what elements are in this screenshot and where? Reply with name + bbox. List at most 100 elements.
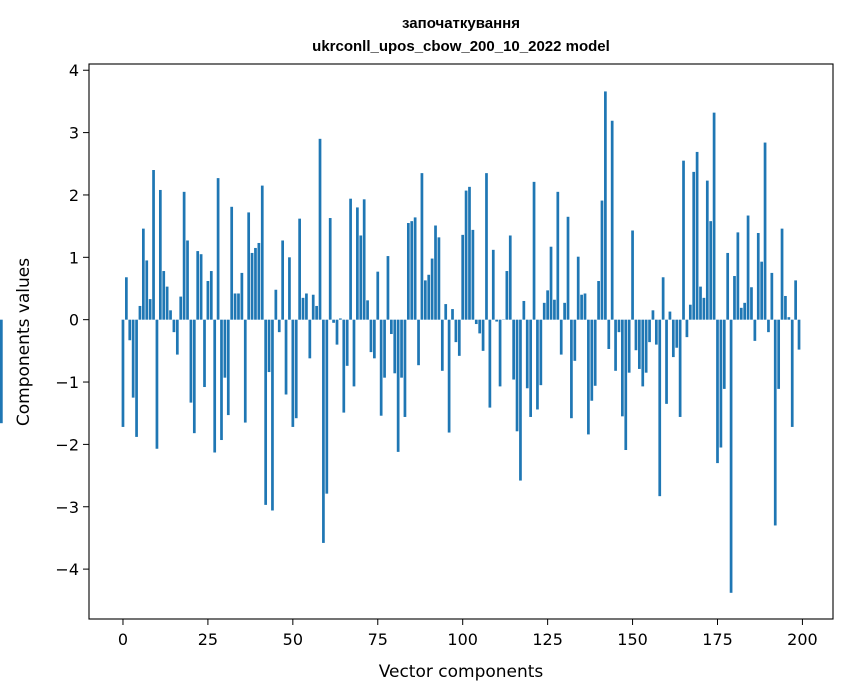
bar: [417, 319, 420, 366]
bar: [356, 207, 359, 320]
bar: [566, 216, 570, 320]
bar: [233, 293, 237, 320]
bar: [145, 260, 149, 320]
bar: [243, 319, 247, 423]
bar: [125, 277, 128, 320]
bar: [332, 319, 335, 323]
bar: [267, 319, 271, 373]
bar: [763, 142, 767, 320]
bar: [437, 237, 441, 320]
bar: [536, 319, 539, 410]
bar: [420, 173, 424, 320]
bar: [580, 294, 583, 320]
bar: [573, 319, 577, 361]
bar: [257, 242, 261, 320]
bar: [121, 319, 125, 427]
bar: [423, 280, 427, 320]
bar: [396, 319, 400, 452]
bar: [525, 319, 529, 389]
x-tick-label: 175: [702, 630, 733, 649]
bar: [719, 319, 723, 448]
bar: [508, 235, 512, 320]
bar: [213, 319, 217, 453]
bar: [559, 319, 563, 355]
bar: [570, 319, 573, 419]
bar: [485, 173, 488, 320]
bar: [736, 232, 740, 320]
bar: [298, 218, 301, 320]
y-tick-label: −4: [55, 560, 79, 579]
bar: [627, 319, 631, 373]
bar: [743, 302, 747, 320]
bar: [301, 297, 305, 320]
bar: [342, 319, 346, 413]
x-tick-label: 125: [532, 630, 563, 649]
bar: [413, 217, 417, 320]
bar: [209, 271, 213, 320]
bar: [471, 229, 475, 320]
bar: [158, 189, 162, 320]
bar: [631, 230, 634, 320]
bar: [454, 319, 458, 343]
bar: [369, 319, 373, 353]
bar: [240, 272, 244, 320]
bar: [624, 319, 628, 451]
x-tick-label: 0: [118, 630, 128, 649]
bar: [794, 280, 797, 320]
bar: [797, 319, 801, 350]
chart-title-line1: започаткування: [402, 15, 520, 32]
y-tick-label: 1: [69, 248, 79, 267]
bar: [593, 319, 597, 386]
y-tick-label: −2: [55, 435, 79, 454]
y-tick-label: 2: [69, 186, 79, 205]
y-axis-ticks: −4 −3 −2 −1 0 1 2 3 4: [55, 61, 89, 579]
bar: [165, 286, 169, 320]
bar: [651, 310, 655, 320]
bar: [784, 295, 787, 320]
bar: [311, 294, 315, 320]
bar: [308, 319, 312, 359]
bar: [461, 234, 465, 320]
bar: [773, 319, 777, 526]
x-axis-ticks: 0 25 50 75 100 125 150 175 200: [118, 619, 818, 649]
bar: [685, 319, 689, 338]
y-tick-label: −1: [55, 373, 79, 392]
bar: [196, 251, 200, 320]
bar: [247, 212, 251, 320]
bar: [549, 246, 553, 320]
bar: [284, 319, 288, 395]
y-tick-label: 3: [69, 124, 79, 143]
bar: [260, 185, 264, 320]
bar: [597, 281, 600, 320]
bar: [250, 252, 254, 320]
bar: [389, 319, 393, 335]
bar: [271, 319, 274, 511]
bar: [373, 319, 376, 359]
x-tick-label: 50: [283, 630, 303, 649]
bar: [457, 319, 461, 356]
bar: [135, 319, 138, 437]
bar: [254, 247, 257, 320]
y-tick-label: 4: [69, 61, 79, 80]
bar: [0, 319, 3, 424]
bar: [617, 319, 621, 333]
x-tick-label: 100: [447, 630, 478, 649]
bar: [226, 319, 230, 416]
bar: [498, 319, 502, 387]
bar: [335, 319, 339, 345]
bar-series: [0, 91, 801, 593]
bar: [376, 271, 380, 320]
bar: [644, 319, 648, 373]
bar: [532, 181, 536, 320]
x-axis-label: Vector components: [379, 662, 544, 682]
y-tick-label: 0: [69, 311, 79, 330]
bar: [444, 304, 448, 320]
bar: [777, 319, 781, 389]
bar: [563, 302, 566, 320]
bar: [491, 249, 495, 320]
bar: [539, 319, 543, 386]
bar: [583, 293, 587, 320]
bar: [556, 191, 560, 320]
bar: [468, 186, 471, 320]
